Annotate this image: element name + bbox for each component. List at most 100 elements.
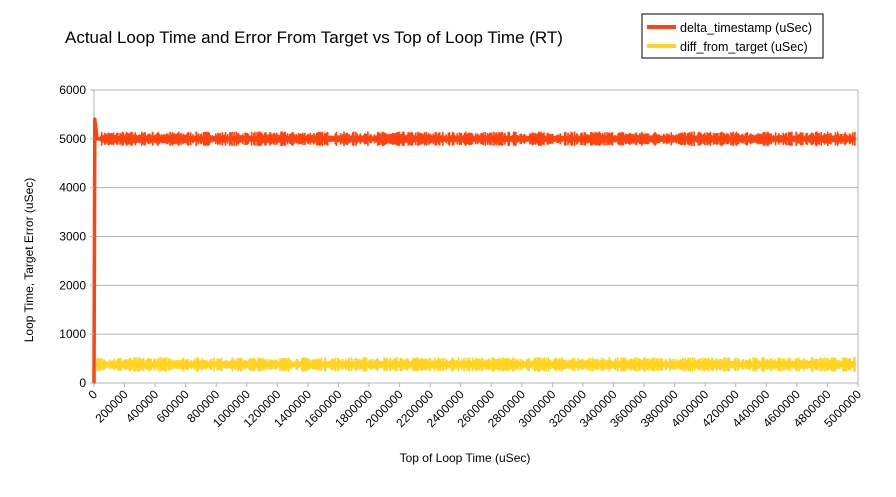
series-0-point (169, 137, 172, 141)
y-tick-label-1000: 1000 (59, 327, 86, 341)
legend-label-diff-from-target: diff_from_target (uSec) (680, 40, 808, 54)
series-1-point (642, 363, 646, 366)
series-1-point (474, 363, 478, 366)
y-tick-label-6000: 6000 (59, 83, 86, 97)
x-axis-label: Top of Loop Time (uSec) (400, 451, 531, 465)
series-0-point (719, 137, 722, 141)
series-1-point (230, 363, 233, 366)
series-0-point (688, 137, 692, 141)
series-0-point (612, 137, 615, 141)
series-0-point (383, 137, 386, 141)
series-1-point (795, 363, 799, 366)
series-1-point (841, 363, 844, 366)
series-0-point (108, 137, 111, 141)
series-1-point (306, 363, 310, 366)
series-1-point (688, 363, 692, 366)
series-1-point (459, 363, 462, 366)
series-0-point (230, 137, 233, 141)
series-1-point (383, 363, 386, 366)
series-1-point (581, 363, 585, 366)
series-0-point (841, 137, 844, 141)
series-0-point (734, 137, 737, 141)
legend-box (641, 13, 824, 59)
series-0-point (337, 137, 340, 141)
series-0-point (505, 137, 508, 141)
series-1-point (367, 363, 371, 366)
series-1-point (276, 363, 279, 366)
series-0-point (352, 137, 355, 141)
series-1 (95, 357, 857, 372)
series-0-point (276, 137, 279, 141)
legend-label-delta-timestamp: delta_timestamp (uSec) (680, 21, 812, 35)
series-0-point (535, 137, 539, 141)
series-1-point (658, 363, 661, 366)
series-1-point (765, 363, 768, 366)
series-1-point (627, 363, 630, 366)
series-1-point (108, 363, 111, 366)
series-0-point (322, 137, 325, 141)
series-0-point (566, 137, 569, 141)
series-1-point (566, 363, 569, 366)
series-1-point (612, 363, 615, 366)
series-1-point (138, 363, 142, 366)
series-0-point (153, 137, 157, 141)
series-0 (92, 117, 857, 385)
series-1-point (245, 363, 248, 366)
series-0-point (627, 137, 630, 141)
series-0-point (704, 137, 707, 141)
series-1-point (551, 363, 554, 366)
series-0-point (581, 137, 585, 141)
series-1-point (444, 363, 447, 366)
series-0-point (428, 137, 432, 141)
series-1-point (490, 363, 493, 366)
series-0-point (215, 137, 218, 141)
series-0-point (597, 137, 600, 141)
series-0-point (123, 137, 126, 141)
series-1-point (810, 363, 814, 366)
series-1-point (505, 363, 508, 366)
series-1-point (291, 363, 294, 366)
chart-title: Actual Loop Time and Error From Target v… (65, 28, 563, 47)
y-axis-ticks: 0 1000 2000 3000 4000 5000 6000 (59, 83, 94, 390)
series-1-point (780, 363, 783, 366)
series-0-point (444, 137, 447, 141)
series-1-point (535, 363, 539, 366)
series-1-point (199, 363, 203, 366)
series-0-point (367, 137, 371, 141)
series-1-point (826, 363, 829, 366)
series-1-point (123, 363, 126, 366)
series-1-point (337, 363, 340, 366)
series-0-point (398, 137, 401, 141)
series-0-point (795, 137, 799, 141)
legend: delta_timestamp (uSec) diff_from_target … (641, 13, 824, 59)
series-0-point (658, 137, 661, 141)
series-1-point (184, 363, 187, 366)
series-0-point (93, 118, 96, 121)
series-0-point (551, 137, 554, 141)
series-0-point (95, 137, 99, 141)
series-0-point (306, 137, 310, 141)
y-axis-label: Loop Time, Target Error (uSec) (22, 178, 36, 343)
series-0-point (490, 137, 493, 141)
series-1-point (719, 363, 722, 366)
y-tick-label-4000: 4000 (59, 181, 86, 195)
series-0-point (826, 137, 829, 141)
y-tick-label-0: 0 (79, 376, 86, 390)
series-1-point (597, 363, 600, 366)
series-1-point (215, 363, 218, 366)
series-1-point (520, 363, 524, 366)
series-0-point (98, 137, 102, 141)
series-1-point (260, 363, 264, 366)
series-1-point (398, 363, 401, 366)
series-0-point (810, 137, 814, 141)
series-0-point (642, 137, 646, 141)
series-1-point (853, 363, 857, 366)
series-0-point (184, 137, 187, 141)
series-0-point (780, 137, 783, 141)
series-0-point (138, 137, 142, 141)
series-1-point (169, 363, 172, 366)
series-1-point (95, 363, 99, 366)
